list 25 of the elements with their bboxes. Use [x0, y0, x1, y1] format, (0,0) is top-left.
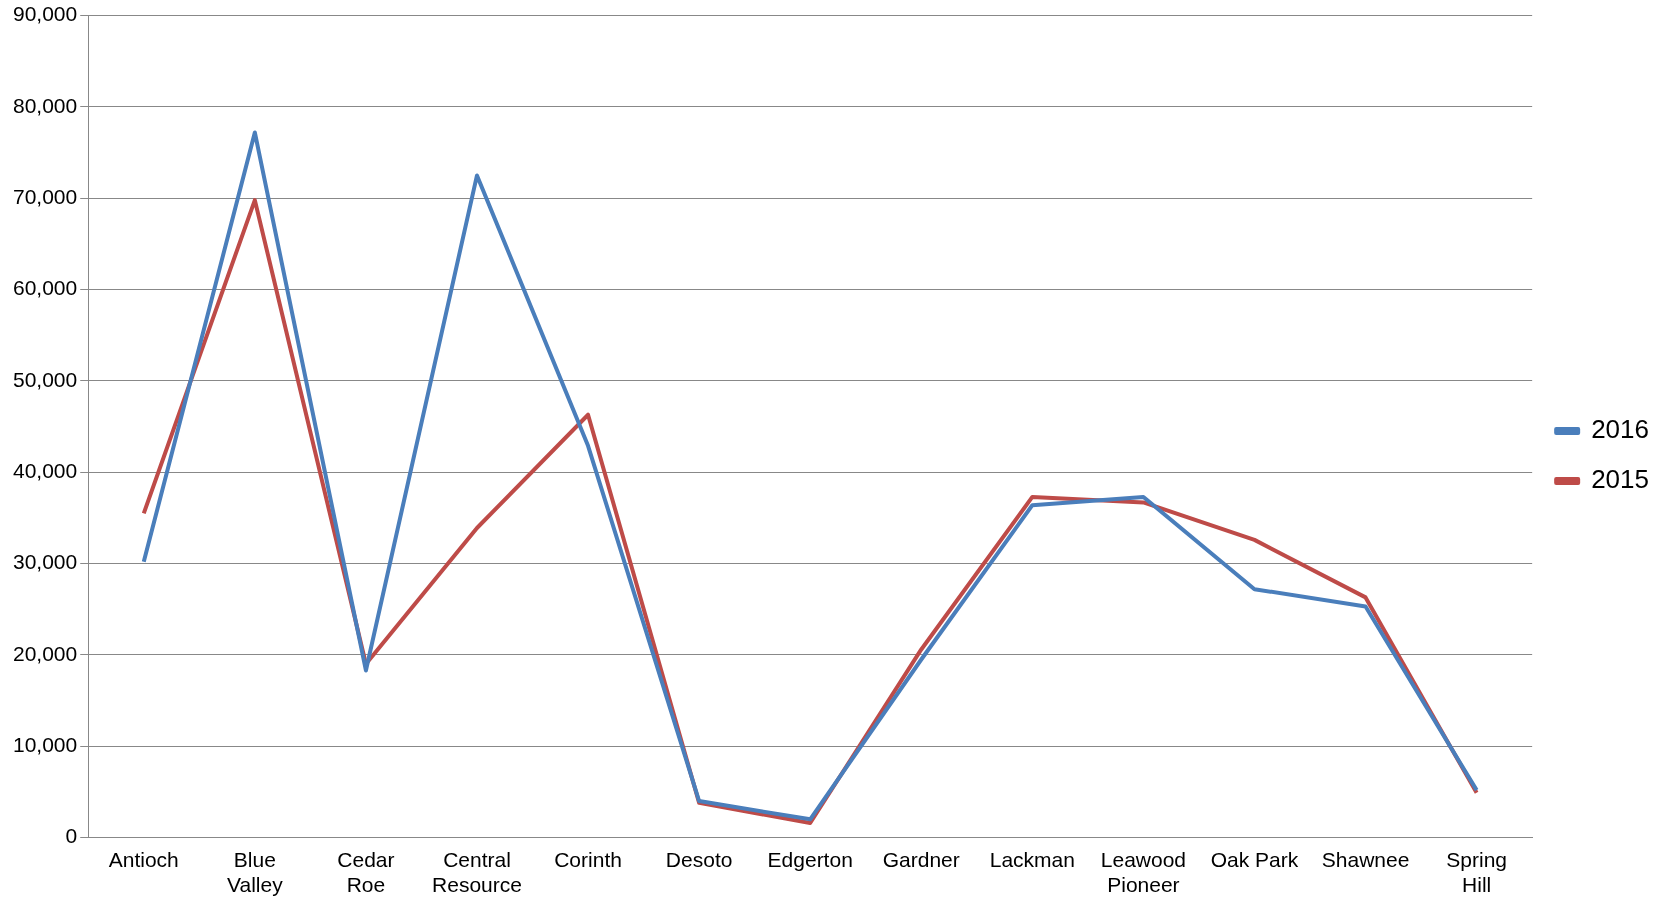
x-tick-label: Blue Valley — [227, 848, 284, 897]
legend-label: 2016 — [1591, 414, 1649, 445]
x-tick-label: Cedar Roe — [337, 848, 395, 897]
x-tick-label: Leawood Pioneer — [1100, 848, 1187, 897]
y-tick-label: 30,000 — [13, 550, 78, 574]
legend-label: 2015 — [1591, 464, 1649, 495]
y-tick-label: 0 — [65, 824, 78, 848]
x-tick-label: Edgerton — [767, 848, 853, 871]
x-tick-label: Spring Hill — [1446, 848, 1507, 897]
x-tick-label: Shawnee — [1321, 848, 1410, 871]
y-tick-label: 90,000 — [13, 2, 78, 26]
x-tick-label: Oak Park — [1210, 848, 1299, 871]
y-tick-label: 20,000 — [13, 641, 78, 665]
x-tick-label: Central Resource — [432, 848, 522, 897]
x-tick-label: Lackman — [989, 848, 1075, 871]
y-tick-label: 50,000 — [13, 367, 78, 391]
y-tick-label: 40,000 — [13, 459, 78, 483]
y-tick-label: 80,000 — [13, 93, 78, 117]
x-tick-label: Corinth — [554, 848, 622, 871]
y-tick-label: 60,000 — [13, 276, 78, 300]
x-tick-label: Gardner — [882, 848, 960, 871]
y-tick-label: 70,000 — [13, 185, 78, 209]
x-tick-label: Antioch — [108, 848, 179, 871]
y-tick-label: 10,000 — [13, 733, 78, 757]
x-tick-label: Desoto — [665, 848, 733, 871]
